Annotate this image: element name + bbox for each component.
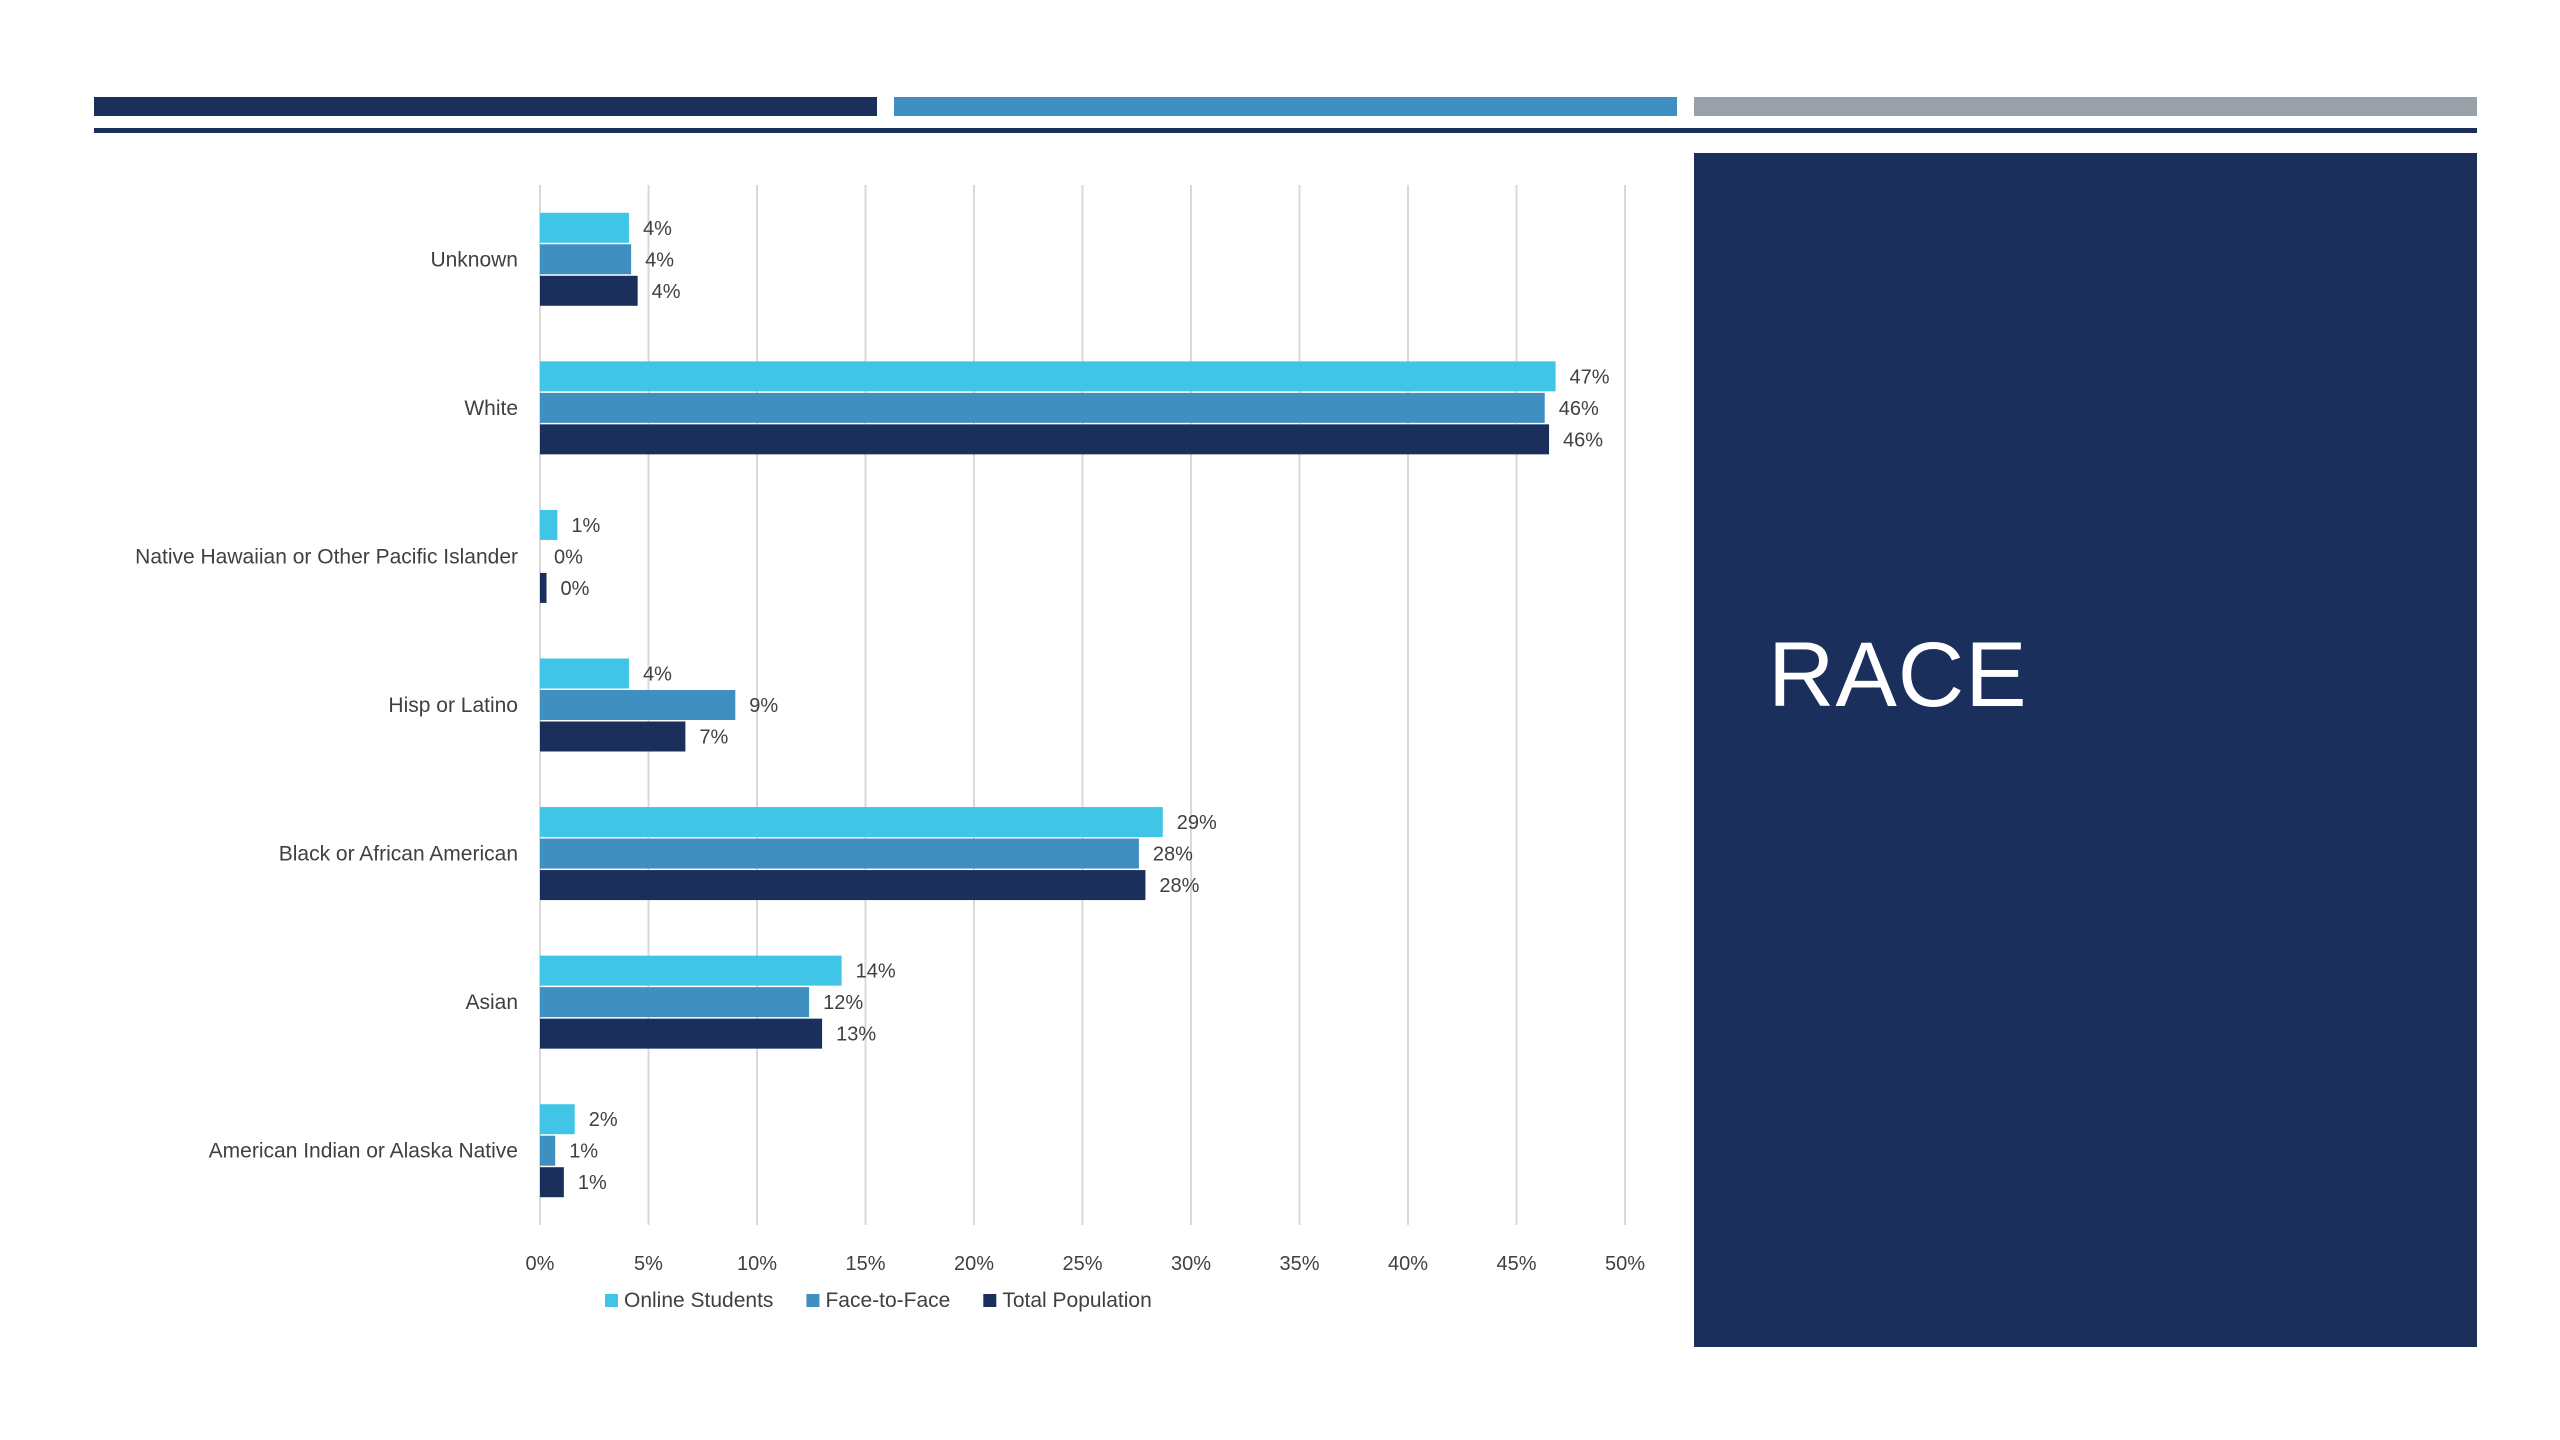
- data-label: 47%: [1570, 366, 1610, 388]
- data-label: 13%: [836, 1024, 876, 1046]
- top-accent-bar-blue: [894, 97, 1677, 116]
- category-label: Unknown: [430, 248, 518, 271]
- bar-total: [540, 275, 638, 306]
- category-label: Black or African American: [279, 843, 518, 866]
- legend-label: Online Students: [624, 1289, 773, 1312]
- legend-swatch-face: [806, 1294, 820, 1307]
- data-label: 4%: [643, 218, 672, 240]
- x-tick-label: 15%: [845, 1253, 885, 1275]
- bar-online: [540, 509, 558, 540]
- x-tick-label: 25%: [1062, 1253, 1102, 1275]
- category-label: White: [464, 397, 518, 420]
- x-tick-label: 0%: [526, 1253, 555, 1275]
- x-tick-label: 35%: [1279, 1253, 1319, 1275]
- legend-label: Total Population: [1002, 1289, 1151, 1312]
- x-tick-label: 5%: [634, 1253, 663, 1275]
- category-label: Native Hawaiian or Other Pacific Islande…: [135, 545, 518, 568]
- data-label: 46%: [1559, 398, 1599, 420]
- bar-total: [540, 1018, 823, 1049]
- chart-bars: [540, 212, 1556, 1198]
- legend-swatch-total: [983, 1294, 997, 1307]
- data-label: 4%: [643, 664, 672, 686]
- data-label: 7%: [699, 727, 728, 749]
- top-accent-bar-gray: [1694, 97, 2477, 116]
- data-label: 12%: [823, 992, 863, 1014]
- bar-online: [540, 807, 1163, 838]
- category-label: Hisp or Latino: [388, 694, 518, 717]
- data-label: 28%: [1159, 875, 1199, 897]
- data-label: 28%: [1153, 844, 1193, 866]
- bar-total: [540, 424, 1550, 455]
- bar-face: [540, 838, 1139, 869]
- bar-face: [540, 690, 736, 720]
- category-label: Asian: [465, 991, 518, 1014]
- bar-face: [540, 987, 810, 1018]
- bar-face: [540, 244, 632, 275]
- data-label: 1%: [569, 1141, 598, 1163]
- bar-online: [540, 955, 842, 986]
- bar-online: [540, 658, 629, 689]
- data-label: 0%: [561, 578, 590, 600]
- data-label: 14%: [856, 961, 896, 983]
- legend-label: Face-to-Face: [825, 1289, 950, 1312]
- title-panel: RACE: [1694, 153, 2477, 1347]
- data-label: 2%: [589, 1109, 618, 1131]
- bar-face: [540, 1135, 556, 1166]
- data-label: 46%: [1563, 429, 1603, 451]
- chart-legend: Online Students Face-to-Face Total Populat…: [605, 1289, 1152, 1312]
- data-label: 9%: [749, 695, 778, 717]
- x-tick-label: 50%: [1605, 1253, 1645, 1275]
- top-accent-bar-navy: [94, 97, 877, 116]
- x-tick-label: 10%: [737, 1253, 777, 1275]
- header-rule: [94, 128, 2477, 133]
- bar-online: [540, 212, 629, 243]
- x-tick-label: 45%: [1496, 1253, 1536, 1275]
- data-label: 29%: [1177, 812, 1217, 834]
- bar-total: [540, 1167, 564, 1198]
- data-label: 1%: [578, 1172, 607, 1194]
- bar-face: [540, 392, 1545, 423]
- race-bar-chart: 0% 5% 10% 15% 20% 25% 30% 35% 40% 45% 50% Unknown 4%…: [135, 185, 1645, 1312]
- bar-online: [540, 1104, 575, 1135]
- x-tick-label: 30%: [1171, 1253, 1211, 1275]
- bar-online: [540, 361, 1556, 392]
- chart-labels: 0% 5% 10% 15% 20% 25% 30% 35% 40% 45% 50% Unknown 4%…: [135, 218, 1645, 1275]
- data-label: 4%: [652, 281, 681, 303]
- bar-total: [540, 721, 686, 752]
- legend-swatch-online: [605, 1294, 618, 1307]
- data-label: 0%: [554, 546, 583, 568]
- bar-total: [540, 870, 1146, 901]
- slide-title: RACE: [1768, 624, 2028, 726]
- category-label: American Indian or Alaska Native: [209, 1140, 518, 1163]
- x-tick-label: 20%: [954, 1253, 994, 1275]
- x-tick-label: 40%: [1388, 1253, 1428, 1275]
- data-label: 1%: [571, 515, 600, 537]
- data-label: 4%: [645, 249, 674, 271]
- bar-total: [540, 572, 547, 603]
